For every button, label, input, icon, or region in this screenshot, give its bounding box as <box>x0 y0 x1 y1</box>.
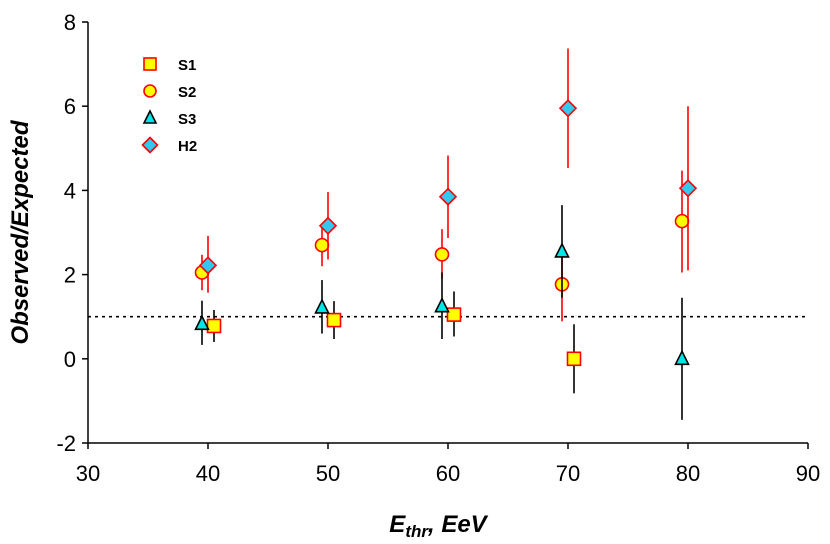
series-s1 <box>206 291 582 394</box>
y-tick-label: -2 <box>56 431 76 456</box>
legend-label-s1: S1 <box>178 57 196 74</box>
data-point-s2 <box>314 237 330 253</box>
data-point-h2 <box>558 99 578 118</box>
series-h2 <box>198 48 698 293</box>
x-axis-title: Ethr, EeV <box>389 511 488 541</box>
x-axis-title-main: E <box>389 511 406 538</box>
y-tick-label: 0 <box>64 347 76 372</box>
y-tick-label: 2 <box>64 263 76 288</box>
y-axis-title: Observed/Expected <box>7 119 34 344</box>
data-point-h2 <box>678 179 698 198</box>
series-layer <box>194 48 698 420</box>
data-point-s1 <box>206 318 222 334</box>
x-tick-label: 80 <box>676 461 700 486</box>
legend-marker-s3 <box>142 109 158 124</box>
legend-marker-s1 <box>143 57 157 71</box>
data-point-s3 <box>434 296 450 313</box>
y-tick-label: 4 <box>64 178 76 203</box>
series-s3 <box>194 205 690 420</box>
x-axis-title-rest: , EeV <box>427 511 489 538</box>
data-point-s1 <box>446 307 462 322</box>
data-point-s2 <box>434 247 450 262</box>
x-tick-label: 40 <box>196 461 220 486</box>
data-point-s2 <box>674 213 690 229</box>
x-axis-title-subscript: thr <box>405 522 429 541</box>
data-point-s3 <box>674 349 690 366</box>
legend-marker-s2 <box>143 84 157 98</box>
data-point-h2 <box>198 256 218 275</box>
x-tick-label: 30 <box>76 461 100 486</box>
legend-label-s2: S2 <box>178 84 196 101</box>
y-tick-label: 8 <box>64 10 76 35</box>
y-tick-label: 6 <box>64 94 76 119</box>
x-tick-label: 50 <box>316 461 340 486</box>
data-point-s3 <box>194 314 210 331</box>
legend-label-s3: S3 <box>178 111 196 128</box>
legend: S1 S2 S3 H2 <box>141 57 197 155</box>
x-tick-label: 90 <box>796 461 820 486</box>
legend-marker-h2 <box>141 136 159 154</box>
data-point-h2 <box>438 187 458 206</box>
x-tick-label: 60 <box>436 461 460 486</box>
legend-label-h2: H2 <box>178 138 197 155</box>
data-point-s1 <box>326 312 342 328</box>
axes: -2 0 2 4 6 8 30 40 50 60 70 80 90 <box>56 10 820 486</box>
data-point-s3 <box>554 242 570 258</box>
data-point-s3 <box>314 298 330 314</box>
data-point-h2 <box>318 216 338 235</box>
x-tick-label: 70 <box>556 461 580 486</box>
data-point-s1 <box>566 351 582 367</box>
